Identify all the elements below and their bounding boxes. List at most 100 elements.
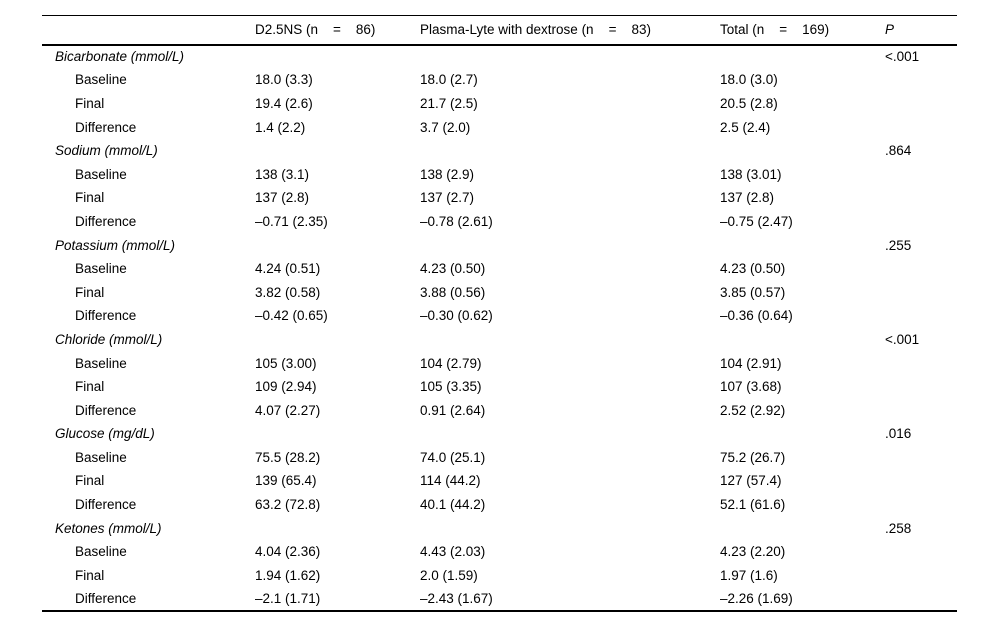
empty-cell [255, 328, 420, 352]
empty-cell [420, 139, 720, 163]
cell-d25ns: –0.42 (0.65) [255, 308, 328, 324]
cell-total: –0.36 (0.64) [720, 308, 793, 324]
empty-cell [420, 422, 720, 446]
cell-d25ns: 139 (65.4) [255, 473, 317, 489]
table-row: Difference –0.71 (2.35) –0.78 (2.61) –0.… [42, 210, 957, 234]
p-value: .016 [885, 426, 912, 442]
empty-cell [885, 351, 957, 375]
p-value: .255 [885, 237, 912, 253]
empty-cell [255, 422, 420, 446]
cell-total: 2.52 (2.92) [720, 402, 786, 418]
table-row: Difference 4.07 (2.27) 0.91 (2.64) 2.52 … [42, 398, 957, 422]
table-row: Difference –2.1 (1.71) –2.43 (1.67) –2.2… [42, 587, 957, 611]
cell-plasmalyte: 18.0 (2.7) [420, 72, 478, 88]
table-body: Bicarbonate (mmol/L) <.001 Baseline 18.0… [42, 45, 957, 611]
table-row: Final 19.4 (2.6) 21.7 (2.5) 20.5 (2.8) [42, 92, 957, 116]
column-header-total: Total (n = 169) [720, 15, 885, 46]
cell-plasmalyte: 4.43 (2.03) [420, 544, 486, 560]
table-row: Final 109 (2.94) 105 (3.35) 107 (3.68) [42, 375, 957, 399]
empty-cell [420, 45, 720, 69]
row-label: Final [75, 379, 105, 395]
section-label: Bicarbonate (mmol/L) [55, 49, 185, 65]
p-value: <.001 [885, 331, 920, 347]
section-header-row: Chloride (mmol/L) <.001 [42, 328, 957, 352]
empty-cell [720, 328, 885, 352]
cell-plasmalyte: 2.0 (1.59) [420, 567, 478, 583]
empty-cell [420, 328, 720, 352]
cell-d25ns: 18.0 (3.3) [255, 72, 313, 88]
cell-d25ns: 4.07 (2.27) [255, 402, 321, 418]
cell-total: 20.5 (2.8) [720, 95, 778, 111]
empty-cell [720, 422, 885, 446]
cell-d25ns: 4.24 (0.51) [255, 261, 321, 277]
cell-plasmalyte: 3.88 (0.56) [420, 284, 486, 300]
section-header-row: Sodium (mmol/L) .864 [42, 139, 957, 163]
column-header-plasmalyte: Plasma-Lyte with dextrose (n = 83) [420, 15, 720, 46]
cell-plasmalyte: 0.91 (2.64) [420, 402, 486, 418]
cell-plasmalyte: –0.30 (0.62) [420, 308, 493, 324]
row-label: Difference [75, 497, 137, 513]
cell-total: 4.23 (0.50) [720, 261, 786, 277]
section-label: Glucose (mg/dL) [55, 426, 155, 442]
empty-cell [885, 257, 957, 281]
empty-cell [885, 375, 957, 399]
empty-cell [885, 68, 957, 92]
empty-cell [255, 45, 420, 69]
empty-cell [255, 139, 420, 163]
row-label: Baseline [75, 72, 127, 88]
table-row: Final 1.94 (1.62) 2.0 (1.59) 1.97 (1.6) [42, 564, 957, 588]
column-header-p: P [885, 15, 957, 46]
row-label: Difference [75, 590, 137, 606]
cell-d25ns: –0.71 (2.35) [255, 213, 328, 229]
empty-cell [885, 398, 957, 422]
empty-cell [885, 469, 957, 493]
row-label: Baseline [75, 544, 127, 560]
cell-d25ns: –2.1 (1.71) [255, 590, 321, 606]
column-header-empty [42, 15, 255, 46]
row-label: Difference [75, 213, 137, 229]
row-label: Difference [75, 402, 137, 418]
section-label: Potassium (mmol/L) [55, 237, 176, 253]
empty-cell [885, 162, 957, 186]
cell-plasmalyte: 3.7 (2.0) [420, 119, 471, 135]
cell-d25ns: 137 (2.8) [255, 190, 310, 206]
cell-d25ns: 63.2 (72.8) [255, 497, 321, 513]
empty-cell [885, 564, 957, 588]
empty-cell [420, 233, 720, 257]
empty-cell [885, 493, 957, 517]
cell-total: 4.23 (2.20) [720, 544, 786, 560]
cell-plasmalyte: 4.23 (0.50) [420, 261, 486, 277]
cell-d25ns: 138 (3.1) [255, 166, 310, 182]
empty-cell [720, 233, 885, 257]
cell-total: 138 (3.01) [720, 166, 782, 182]
cell-total: 75.2 (26.7) [720, 449, 786, 465]
cell-total: –2.26 (1.69) [720, 590, 793, 606]
cell-total: 104 (2.91) [720, 355, 782, 371]
cell-plasmalyte: 21.7 (2.5) [420, 95, 478, 111]
table-row: Difference 63.2 (72.8) 40.1 (44.2) 52.1 … [42, 493, 957, 517]
cell-d25ns: 75.5 (28.2) [255, 449, 321, 465]
section-header-row: Glucose (mg/dL) .016 [42, 422, 957, 446]
cell-total: 127 (57.4) [720, 473, 782, 489]
table-row: Baseline 4.04 (2.36) 4.43 (2.03) 4.23 (2… [42, 540, 957, 564]
cell-plasmalyte: 104 (2.79) [420, 355, 482, 371]
empty-cell [885, 92, 957, 116]
row-label: Final [75, 190, 105, 206]
table-row: Final 137 (2.8) 137 (2.7) 137 (2.8) [42, 186, 957, 210]
section-header-row: Bicarbonate (mmol/L) <.001 [42, 45, 957, 69]
table-row: Baseline 138 (3.1) 138 (2.9) 138 (3.01) [42, 162, 957, 186]
table-row: Baseline 4.24 (0.51) 4.23 (0.50) 4.23 (0… [42, 257, 957, 281]
section-label: Ketones (mmol/L) [55, 520, 162, 536]
row-label: Baseline [75, 166, 127, 182]
cell-total: 107 (3.68) [720, 379, 782, 395]
table-row: Difference 1.4 (2.2) 3.7 (2.0) 2.5 (2.4) [42, 115, 957, 139]
cell-total: 18.0 (3.0) [720, 72, 778, 88]
cell-d25ns: 1.94 (1.62) [255, 567, 321, 583]
cell-plasmalyte: 114 (44.2) [420, 473, 481, 489]
section-label: Chloride (mmol/L) [55, 331, 163, 347]
row-label: Difference [75, 308, 137, 324]
cell-total: 137 (2.8) [720, 190, 775, 206]
empty-cell [720, 139, 885, 163]
cell-d25ns: 105 (3.00) [255, 355, 317, 371]
column-header-d25ns: D2.5NS (n = 86) [255, 15, 420, 46]
